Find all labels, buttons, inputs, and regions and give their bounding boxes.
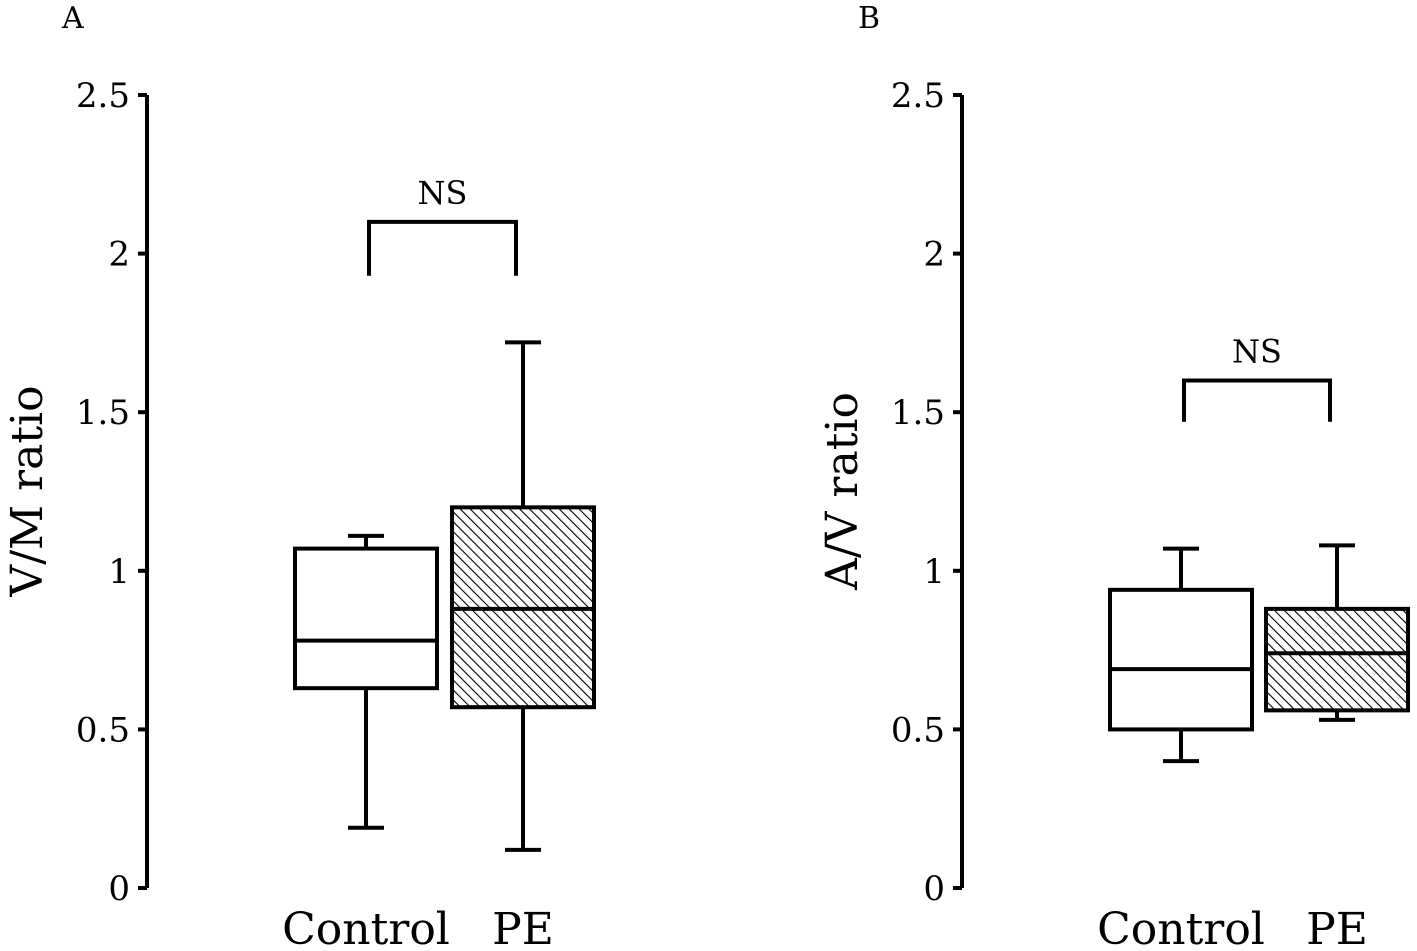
significance-label: NS [1232, 332, 1282, 370]
category-label-pe: PE [492, 904, 554, 951]
y-ticks: 0 0.5 1 1.5 2 2.5 [891, 76, 962, 909]
significance-bracket [367, 219, 518, 276]
y-tick-label: 0.5 [76, 710, 130, 750]
y-tick-label: 2 [108, 235, 130, 275]
y-tick-label: 2.5 [76, 76, 130, 116]
y-tick-label: 1 [923, 552, 945, 592]
box-control [293, 546, 439, 691]
category-label-pe: PE [1306, 904, 1368, 951]
box-pe [1264, 606, 1410, 713]
y-tick-label: 1.5 [891, 393, 945, 433]
box-plots [1108, 543, 1410, 764]
significance-bracket [1182, 378, 1332, 422]
panel-label: A [61, 1, 84, 36]
y-tick-label: 1.5 [76, 393, 130, 433]
box-control [1108, 587, 1254, 732]
panel-label: B [858, 1, 880, 36]
box-plots [293, 340, 596, 852]
y-axis-label: V/M ratio [2, 385, 53, 597]
y-tick-label: 0 [923, 869, 945, 909]
y-tick-label: 2 [923, 235, 945, 275]
category-label-control: Control [282, 904, 450, 951]
panel-a: A V/M ratio 0 0.5 1 1.5 2 2.5 NS Control PE [2, 1, 596, 951]
y-tick-label: 1 [108, 552, 130, 592]
y-tick-label: 2.5 [891, 76, 945, 116]
y-tick-label: 0.5 [891, 710, 945, 750]
y-tick-label: 0 [108, 869, 130, 909]
panel-b: B A/V ratio 0 0.5 1 1.5 2 2.5 NS Control PE [817, 1, 1410, 951]
significance-label: NS [418, 174, 468, 212]
y-ticks: 0 0.5 1 1.5 2 2.5 [76, 76, 147, 909]
category-label-control: Control [1097, 904, 1265, 951]
y-axis-label: A/V ratio [817, 392, 868, 591]
significance-annotation: NS [367, 174, 518, 276]
significance-annotation: NS [1182, 332, 1332, 422]
